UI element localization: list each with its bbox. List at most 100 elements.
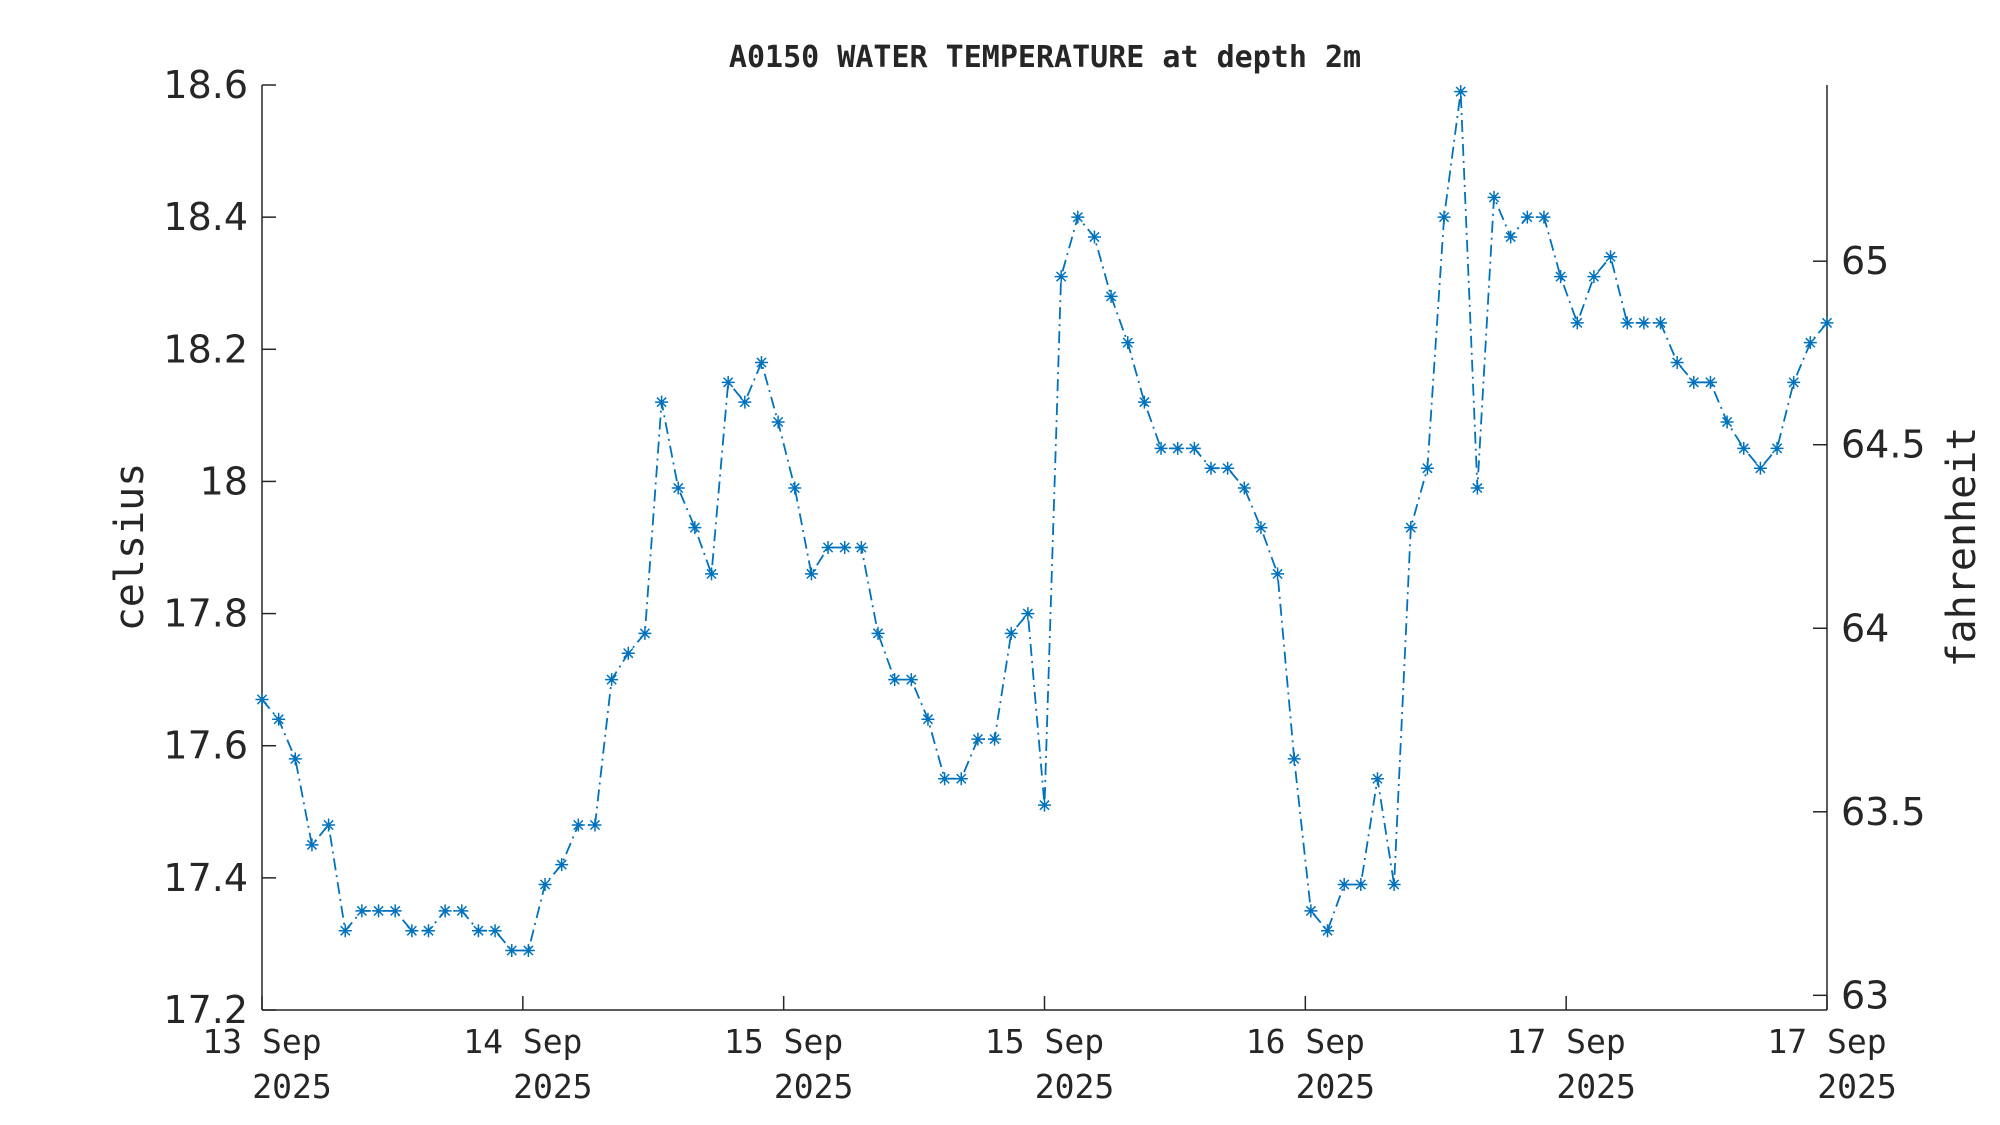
data-point [1703, 375, 1717, 389]
data-point [1737, 441, 1751, 455]
x-tick-year-label: 2025 [1296, 1067, 1375, 1106]
data-point [754, 356, 768, 369]
data-point [1104, 289, 1118, 303]
x-tick-day-label: 16 Sep [1246, 1022, 1365, 1061]
data-point [488, 924, 502, 938]
x-tick-year-label: 2025 [252, 1067, 331, 1106]
x-tick-year-label: 2025 [513, 1067, 592, 1106]
data-point [655, 395, 669, 409]
data-point [871, 626, 885, 640]
data-point [455, 904, 469, 918]
x-tick-year-label: 2025 [1035, 1067, 1114, 1106]
data-point [421, 924, 435, 938]
data-point [904, 673, 918, 687]
data-point [1187, 441, 1201, 455]
data-point [555, 858, 569, 872]
data-point [671, 481, 685, 495]
data-point [255, 692, 269, 706]
y-tick-label: 18 [200, 459, 248, 503]
data-point [1587, 270, 1601, 284]
data-point [1154, 441, 1168, 455]
data-point [1221, 461, 1235, 475]
data-point [705, 567, 719, 581]
data-point [272, 712, 286, 726]
data-point [1520, 210, 1534, 224]
data-point [1537, 210, 1551, 224]
data-point [1554, 270, 1568, 284]
y-tick-label: 18.6 [163, 63, 248, 107]
data-point [571, 818, 585, 832]
data-point [521, 944, 535, 958]
data-point [1470, 481, 1484, 495]
y2-tick-label: 63 [1841, 973, 1889, 1017]
data-point [954, 772, 968, 786]
x-tick-day-label: 14 Sep [463, 1022, 582, 1061]
data-point [1337, 877, 1351, 891]
x-tick-year-label: 2025 [774, 1067, 853, 1106]
data-point [1121, 336, 1135, 350]
data-point [405, 924, 419, 938]
x-ticks: 13 Sep 2025 14 Sep 2025 15 Sep 2025 15 Sep 2025… [202, 996, 1897, 1106]
data-point [1604, 250, 1618, 264]
data-point [538, 877, 552, 891]
data-point [938, 772, 952, 786]
data-point [588, 818, 602, 832]
data-point [338, 924, 352, 938]
data-point [1087, 230, 1101, 244]
data-point [1038, 798, 1051, 812]
y2-axis-label: fahrenheit [1939, 427, 1985, 668]
data-point [1820, 316, 1834, 330]
y-tick-label: 17.4 [163, 856, 248, 900]
data-point [1437, 210, 1451, 224]
data-point [1570, 316, 1584, 330]
y-tick-label: 17.2 [163, 988, 248, 1032]
y-axis-label: celsius [107, 463, 153, 632]
plot-area [262, 85, 1827, 1010]
data-point [838, 541, 852, 554]
data-point [1670, 356, 1684, 369]
data-point [621, 646, 635, 660]
x-tick-year-label: 2025 [1556, 1067, 1635, 1106]
y-ticks-left: 17.2 17.4 17.6 17.8 18 18.2 18.4 18.6 [163, 63, 276, 1032]
data-point [471, 924, 485, 938]
y-tick-label: 18.4 [163, 195, 248, 239]
data-point [322, 818, 336, 832]
data-point [1620, 316, 1634, 330]
data-point [971, 732, 985, 746]
data-point [1370, 772, 1384, 786]
chart-title: A0150 WATER TEMPERATURE at depth 2m [729, 40, 1361, 75]
data-point [305, 838, 319, 852]
series-markers [255, 85, 1834, 958]
y-tick-label: 17.6 [163, 724, 248, 768]
data-point [505, 944, 519, 958]
data-point [438, 904, 452, 918]
data-point [788, 481, 802, 495]
data-point [1054, 270, 1068, 284]
data-point [1287, 752, 1301, 766]
y2-tick-label: 64.5 [1841, 423, 1926, 467]
data-point [738, 395, 752, 409]
y2-tick-label: 64 [1841, 606, 1889, 650]
data-point [854, 541, 868, 554]
data-point [988, 732, 1002, 746]
data-point [1171, 441, 1185, 455]
data-point [372, 904, 386, 918]
data-point [771, 415, 785, 429]
data-point [1137, 395, 1151, 409]
y-tick-label: 17.8 [163, 592, 248, 636]
data-point [1637, 316, 1651, 330]
y2-tick-label: 63.5 [1841, 790, 1926, 834]
y-tick-label: 18.2 [163, 327, 248, 371]
data-point [355, 904, 369, 918]
data-point [688, 521, 702, 535]
x-tick-day-label: 15 Sep [985, 1022, 1104, 1061]
data-point [1787, 375, 1801, 389]
data-point [1654, 316, 1668, 330]
data-point [1354, 877, 1368, 891]
data-point [1803, 336, 1817, 350]
x-tick-day-label: 15 Sep [724, 1022, 843, 1061]
data-point [1420, 461, 1434, 475]
data-point [1004, 626, 1018, 640]
x-tick-day-label: 17 Sep [1507, 1022, 1626, 1061]
